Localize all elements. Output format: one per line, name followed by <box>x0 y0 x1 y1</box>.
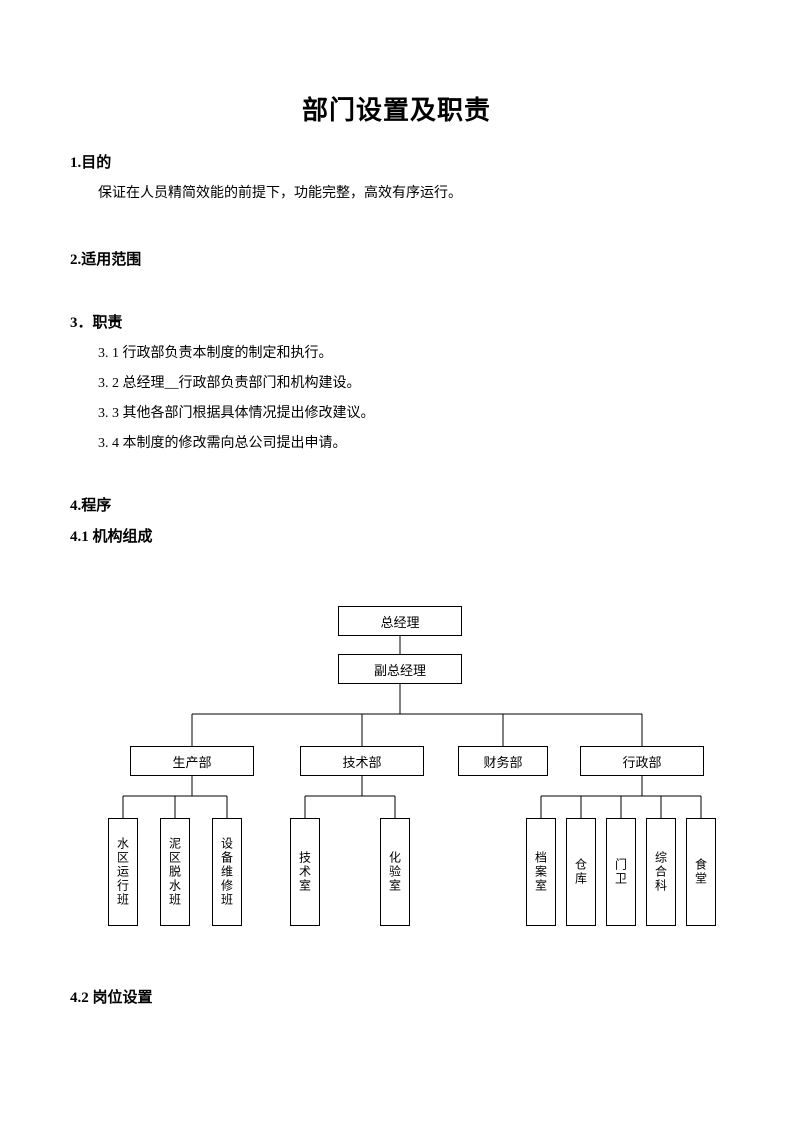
org-node-label: 化验室 <box>387 851 404 893</box>
section-3-item: 3. 1 行政部负责本制度的制定和执行。 <box>70 340 723 368</box>
section-41-heading: 4.1 机构组成 <box>70 525 723 546</box>
org-node-leaf: 食堂 <box>686 818 716 926</box>
org-node-root: 总经理 <box>338 606 462 636</box>
section-3-heading: 3．职责 <box>70 311 723 332</box>
org-node-label: 水区运行班 <box>115 837 132 907</box>
org-node-label: 生产部 <box>172 752 211 771</box>
org-node-label: 行政部 <box>622 752 661 771</box>
org-node-label: 门卫 <box>613 858 630 886</box>
org-node-vice: 副总经理 <box>338 654 462 684</box>
org-node-dept: 行政部 <box>580 746 704 776</box>
org-node-leaf: 仓库 <box>566 818 596 926</box>
org-node-label: 仓库 <box>573 858 590 886</box>
org-node-label: 技术室 <box>297 851 314 893</box>
org-node-label: 总经理 <box>380 612 419 631</box>
org-node-leaf: 化验室 <box>380 818 410 926</box>
org-node-label: 档案室 <box>533 851 550 893</box>
section-1-heading: 1.目的 <box>70 151 723 172</box>
section-3-item: 3. 4 本制度的修改需向总公司提出申请。 <box>70 430 723 458</box>
org-node-label: 技术部 <box>342 752 381 771</box>
spacer <box>70 214 723 234</box>
section-42-heading: 4.2 岗位设置 <box>70 986 723 1007</box>
org-node-leaf: 技术室 <box>290 818 320 926</box>
org-node-label: 财务部 <box>483 752 522 771</box>
org-node-leaf: 门卫 <box>606 818 636 926</box>
section-4-heading: 4.程序 <box>70 494 723 515</box>
document-page: 部门设置及职责 1.目的 保证在人员精简效能的前提下，功能完整，高效有序运行。 … <box>0 0 793 1122</box>
spacer <box>70 460 723 480</box>
org-node-leaf: 泥区脱水班 <box>160 818 190 926</box>
org-node-leaf: 综合科 <box>646 818 676 926</box>
section-3-item: 3. 2 总经理__行政部负责部门和机构建设。 <box>70 370 723 398</box>
org-node-label: 副总经理 <box>374 660 426 679</box>
org-node-leaf: 设备维修班 <box>212 818 242 926</box>
org-node-label: 综合科 <box>653 851 670 893</box>
org-node-dept: 生产部 <box>130 746 254 776</box>
org-node-dept: 财务部 <box>458 746 548 776</box>
org-chart: 总经理 副总经理 生产部 技术部 财务部 行政部 水区运行班 泥区脱水班 设备维… <box>90 606 710 946</box>
page-title: 部门设置及职责 <box>70 90 723 127</box>
org-node-leaf: 档案室 <box>526 818 556 926</box>
org-node-label: 食堂 <box>693 858 710 886</box>
org-node-label: 泥区脱水班 <box>167 837 184 907</box>
section-1-body: 保证在人员精简效能的前提下，功能完整，高效有序运行。 <box>70 180 723 208</box>
org-node-dept: 技术部 <box>300 746 424 776</box>
org-node-label: 设备维修班 <box>219 837 236 907</box>
spacer <box>70 277 723 297</box>
section-2-heading: 2.适用范围 <box>70 248 723 269</box>
section-3-item: 3. 3 其他各部门根据具体情况提出修改建议。 <box>70 400 723 428</box>
org-node-leaf: 水区运行班 <box>108 818 138 926</box>
